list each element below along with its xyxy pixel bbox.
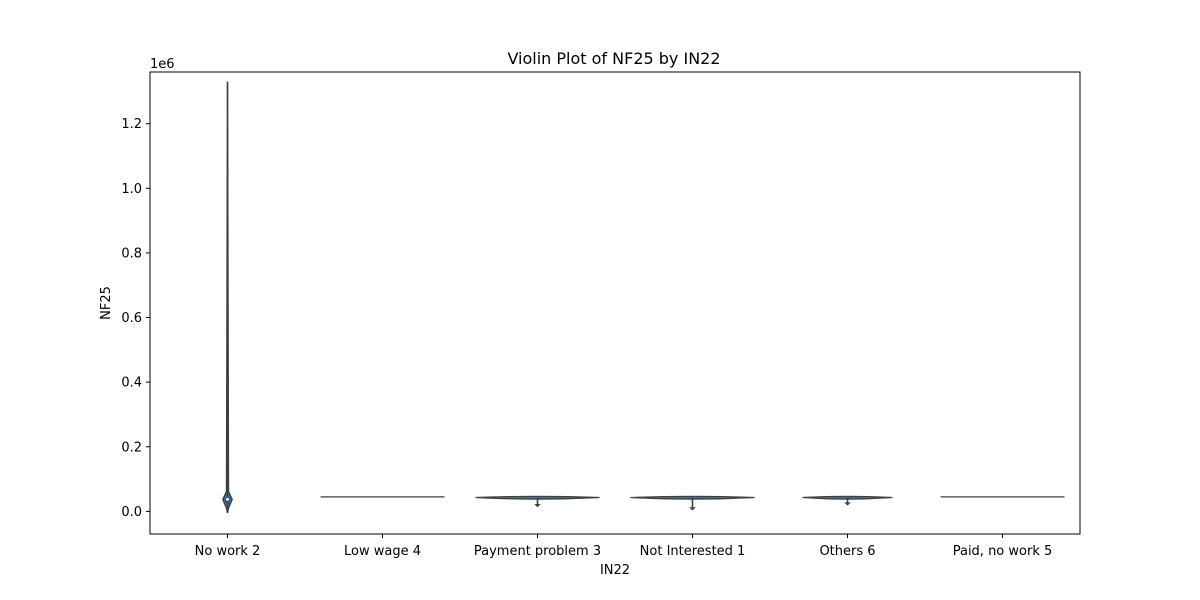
violin-0 [222,81,233,514]
chart-title: Violin Plot of NF25 by IN22 [507,49,720,68]
y-offset-text: 1e6 [150,57,175,72]
y-tick-label: 0.2 [121,440,142,455]
y-tick-label: 0.0 [121,505,142,520]
violin-tail-tip [689,507,696,511]
y-tick-label: 0.6 [121,311,142,326]
x-axis-label: IN22 [600,563,630,578]
y-tick-label: 0.8 [121,246,142,261]
x-tick-label: Payment problem 3 [474,544,601,559]
x-tick-label: Paid, no work 5 [953,544,1053,559]
plot-frame [149,71,1081,535]
violins-group [222,81,1065,514]
violin-4 [802,495,893,506]
x-tick-label: No work 2 [195,544,261,559]
x-axis: No work 2 Low wage 4 Payment problem 3 Not … [195,534,1053,559]
x-tick-label: Not Interested 1 [640,544,746,559]
y-tick-label: 1.2 [121,117,142,132]
violin-median [226,497,229,501]
violin-3 [630,495,755,511]
violin-tail-tip [844,502,851,506]
x-tick-label: Others 6 [819,544,875,559]
x-tick-label: Low wage 4 [344,544,421,559]
y-axis-label: NF25 [99,286,114,320]
violin-2 [475,495,600,508]
y-tick-label: 0.4 [121,376,142,391]
y-axis: 0.0 0.2 0.4 0.6 0.8 1.0 1.2 [121,117,150,520]
y-tick-label: 1.0 [121,182,142,197]
violin-tail-tip [534,504,541,508]
